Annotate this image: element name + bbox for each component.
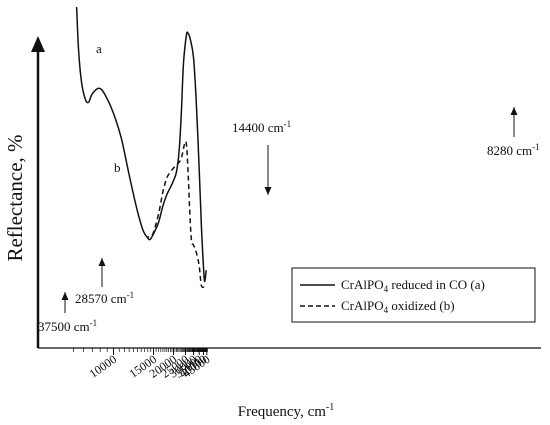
annotation-arrowhead bbox=[98, 258, 106, 266]
x-tick-label: 10000 bbox=[87, 352, 120, 381]
x-axis-title-text: Frequency, cm bbox=[238, 404, 326, 420]
series-line-b bbox=[147, 140, 205, 288]
annotation-arrowhead bbox=[61, 292, 69, 300]
series-label-b: b bbox=[114, 160, 121, 175]
annotation-label: 28570 cm-1 bbox=[75, 290, 134, 306]
x-axis-title-sup: -1 bbox=[326, 402, 334, 413]
legend-label-a: CrAlPO4 reduced in CO (a) bbox=[341, 277, 485, 294]
x-axis-title: Frequency, cm-1 bbox=[238, 402, 335, 420]
y-axis-title: Reflectance, % bbox=[3, 134, 27, 261]
legend-label-b: CrAlPO4 oxidized (b) bbox=[341, 298, 455, 315]
series-label-a: a bbox=[96, 41, 102, 56]
series-layer: ab bbox=[75, 6, 207, 288]
annotation-label: 8280 cm-1 bbox=[487, 142, 540, 158]
annotation-arrowhead bbox=[510, 107, 518, 115]
annotation-label: 37500 cm-1 bbox=[38, 318, 97, 334]
legend: CrAlPO4 reduced in CO (a) CrAlPO4 oxidiz… bbox=[291, 267, 536, 323]
annotation-arrowhead bbox=[264, 187, 272, 195]
series-line-a bbox=[75, 6, 207, 283]
annotations: 14400 cm-1 8280 cm-1 28570 cm-1 37500 cm-1 bbox=[38, 107, 540, 334]
legend-box bbox=[291, 267, 536, 323]
y-axis-arrowhead bbox=[31, 36, 45, 52]
annotation-label: 14400 cm-1 bbox=[232, 119, 291, 135]
